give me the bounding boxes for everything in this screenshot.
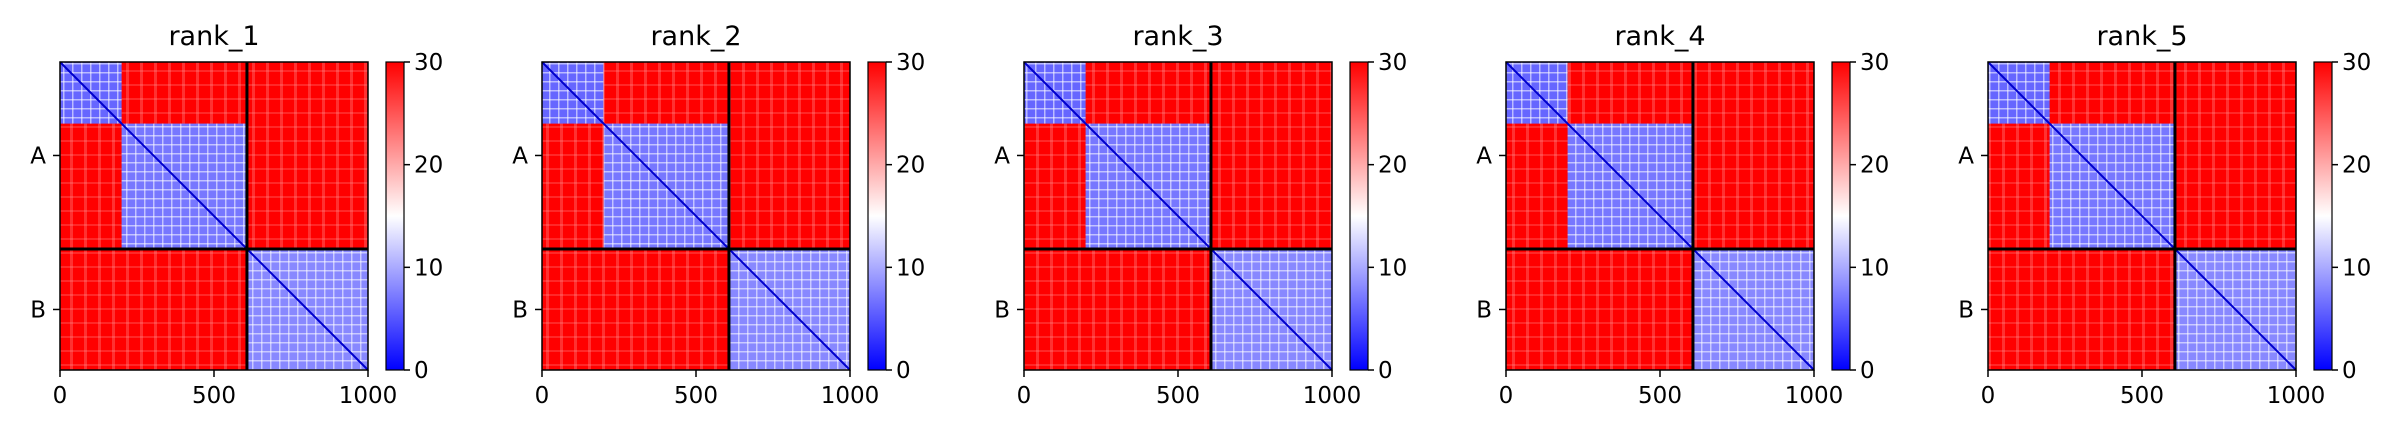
colorbar [1349, 61, 1369, 371]
colorbar-tick-label: 20 [1860, 153, 1889, 179]
pae-panel-4: rank_4 0 500 1000 A B 0 10 20 30 [1476, 21, 1889, 409]
colorbar-tick-label: 30 [896, 50, 925, 76]
diagonal-line [541, 61, 851, 371]
x-tick-label: 1000 [821, 383, 880, 409]
x-tick-label: 500 [674, 383, 718, 409]
colorbar-tick-label: 20 [896, 153, 925, 179]
chain-label-B: B [1476, 297, 1492, 323]
panel-title: rank_3 [1132, 21, 1223, 52]
pae-panel-2: rank_2 0 500 1000 A B 0 10 20 30 [512, 21, 925, 409]
diagonal-line [1023, 61, 1333, 371]
chain-label-B: B [1958, 297, 1974, 323]
panel-title: rank_2 [650, 21, 741, 52]
colorbar-tick-label: 0 [1860, 358, 1875, 384]
x-tick-label: 0 [1981, 383, 1996, 409]
colorbar-tick-label: 30 [414, 50, 443, 76]
pae-panel-1: rank_1 0 500 1000 A B 0 10 20 30 [30, 21, 443, 409]
chain-label-A: A [512, 143, 528, 169]
panel-title: rank_1 [168, 21, 259, 52]
chain-label-A: A [1958, 143, 1974, 169]
colorbar-tick-label: 30 [2342, 50, 2371, 76]
x-tick-label: 0 [53, 383, 68, 409]
colorbar-tick-label: 0 [896, 358, 911, 384]
panel-title: rank_4 [1614, 21, 1705, 52]
x-tick-label: 0 [1017, 383, 1032, 409]
panel-title: rank_5 [2096, 21, 2187, 52]
chain-label-B: B [512, 297, 528, 323]
chain-label-A: A [1476, 143, 1492, 169]
colorbar-tick-label: 10 [1378, 255, 1407, 281]
pae-panel-3: rank_3 0 500 1000 A B 0 10 20 30 [994, 21, 1407, 409]
colorbar-tick-label: 20 [2342, 153, 2371, 179]
diagonal-line [1505, 61, 1815, 371]
colorbar [385, 61, 405, 371]
colorbar-tick-label: 30 [1378, 50, 1407, 76]
colorbar-tick-label: 20 [1378, 153, 1407, 179]
colorbar-tick-label: 10 [1860, 255, 1889, 281]
x-tick-label: 0 [1499, 383, 1514, 409]
colorbar [2313, 61, 2333, 371]
colorbar-tick-label: 30 [1860, 50, 1889, 76]
colorbar-tick-label: 10 [414, 255, 443, 281]
chain-label-A: A [30, 143, 46, 169]
colorbar-tick-label: 10 [896, 255, 925, 281]
chain-label-B: B [994, 297, 1010, 323]
colorbar-tick-label: 0 [414, 358, 429, 384]
chain-label-B: B [30, 297, 46, 323]
x-tick-label: 500 [2120, 383, 2164, 409]
colorbar-tick-label: 10 [2342, 255, 2371, 281]
x-tick-label: 500 [1156, 383, 1200, 409]
colorbar-tick-label: 0 [2342, 358, 2357, 384]
colorbar-tick-label: 0 [1378, 358, 1393, 384]
colorbar-tick-label: 20 [414, 153, 443, 179]
diagonal-line [59, 61, 369, 371]
x-tick-label: 1000 [1785, 383, 1844, 409]
x-tick-label: 1000 [339, 383, 398, 409]
x-tick-label: 1000 [1303, 383, 1362, 409]
chain-label-A: A [994, 143, 1010, 169]
x-tick-label: 0 [535, 383, 550, 409]
x-tick-label: 500 [192, 383, 236, 409]
x-tick-label: 1000 [2267, 383, 2326, 409]
colorbar [1831, 61, 1851, 371]
colorbar [867, 61, 887, 371]
diagonal-line [1987, 61, 2297, 371]
x-tick-label: 500 [1638, 383, 1682, 409]
pae-panel-5: rank_5 0 500 1000 A B 0 10 20 30 [1958, 21, 2371, 409]
